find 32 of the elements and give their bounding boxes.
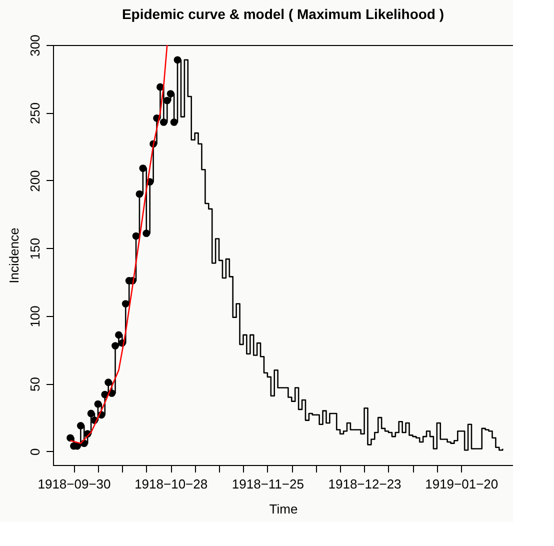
point (174, 56, 182, 64)
y-tick-label: 150 (28, 238, 42, 260)
point (136, 190, 144, 198)
y-tick-label: 250 (28, 102, 42, 124)
point (76, 422, 84, 430)
point (160, 118, 168, 126)
point (66, 434, 74, 442)
chart-title: Epidemic curve & model ( Maximum Likelihood ) (122, 6, 444, 22)
y-tick-label: 200 (28, 170, 42, 192)
point (166, 90, 174, 98)
y-tick-label: 100 (28, 306, 42, 328)
x-tick-label: 1918−12−23 (328, 476, 402, 492)
y-axis-title: Incidence (6, 228, 22, 284)
point (139, 164, 147, 172)
point (87, 410, 95, 418)
point (94, 400, 102, 408)
x-tick-label: 1918−10−28 (134, 476, 208, 492)
point (115, 331, 122, 339)
x-tick-label: 1918−09−30 (38, 476, 111, 492)
y-tick-label: 300 (28, 34, 42, 56)
point (104, 378, 112, 386)
point (163, 96, 171, 104)
x-tick-label: 1918−11−25 (232, 476, 304, 492)
y-tick-label: 50 (28, 376, 42, 392)
point (122, 300, 130, 308)
point (142, 230, 150, 238)
point (132, 232, 140, 240)
y-tick-label: 0 (28, 448, 42, 456)
x-axis-title: Time (269, 502, 298, 516)
point (112, 342, 119, 350)
x-tick-label: 1919−01−20 (425, 476, 498, 492)
point (170, 118, 178, 126)
